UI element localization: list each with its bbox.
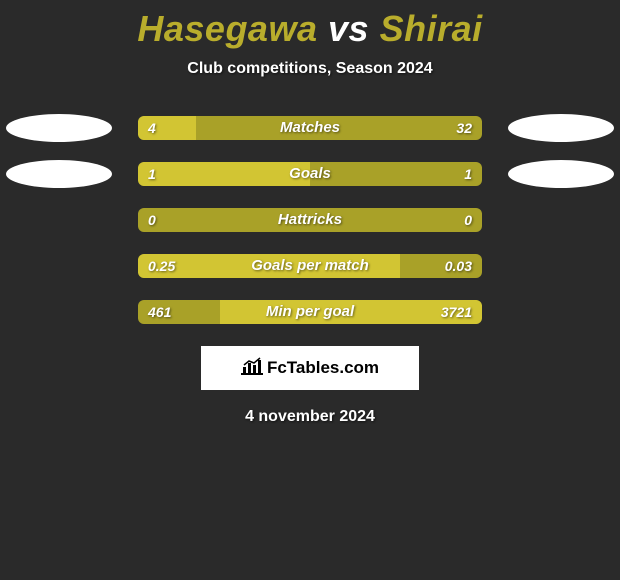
bar-track: 4613721Min per goal (138, 300, 482, 324)
player2-badge (508, 160, 614, 188)
player1-name: Hasegawa (137, 8, 317, 49)
stat-label: Hattricks (138, 208, 482, 232)
vs-text: vs (328, 8, 369, 49)
comparison-infographic: Hasegawa vs Shirai Club competitions, Se… (0, 0, 620, 580)
stat-label: Goals (138, 162, 482, 186)
bar-track: 0.250.03Goals per match (138, 254, 482, 278)
chart-icon (241, 357, 263, 380)
bar-track: 11Goals (138, 162, 482, 186)
stat-label: Goals per match (138, 254, 482, 278)
page-title: Hasegawa vs Shirai (0, 0, 620, 50)
logo-inner: FcTables.com (241, 357, 379, 380)
logo-box: FcTables.com (201, 346, 419, 390)
player2-badge (508, 114, 614, 142)
logo-text: FcTables.com (267, 358, 379, 378)
stat-label: Matches (138, 116, 482, 140)
bar-track: 432Matches (138, 116, 482, 140)
player2-name: Shirai (380, 8, 483, 49)
stat-row: 11Goals (0, 162, 620, 186)
chart-area: 432Matches 11Goals 00Hattricks 0.250.03Goal… (0, 116, 620, 324)
subtitle: Club competitions, Season 2024 (0, 60, 620, 78)
stat-row: 432Matches (0, 116, 620, 140)
stat-row: 00Hattricks (0, 208, 620, 232)
bar-track: 00Hattricks (138, 208, 482, 232)
stat-row: 0.250.03Goals per match (0, 254, 620, 278)
stat-label: Min per goal (138, 300, 482, 324)
date-line: 4 november 2024 (0, 408, 620, 426)
player1-badge (6, 114, 112, 142)
stat-row: 4613721Min per goal (0, 300, 620, 324)
player1-badge (6, 160, 112, 188)
